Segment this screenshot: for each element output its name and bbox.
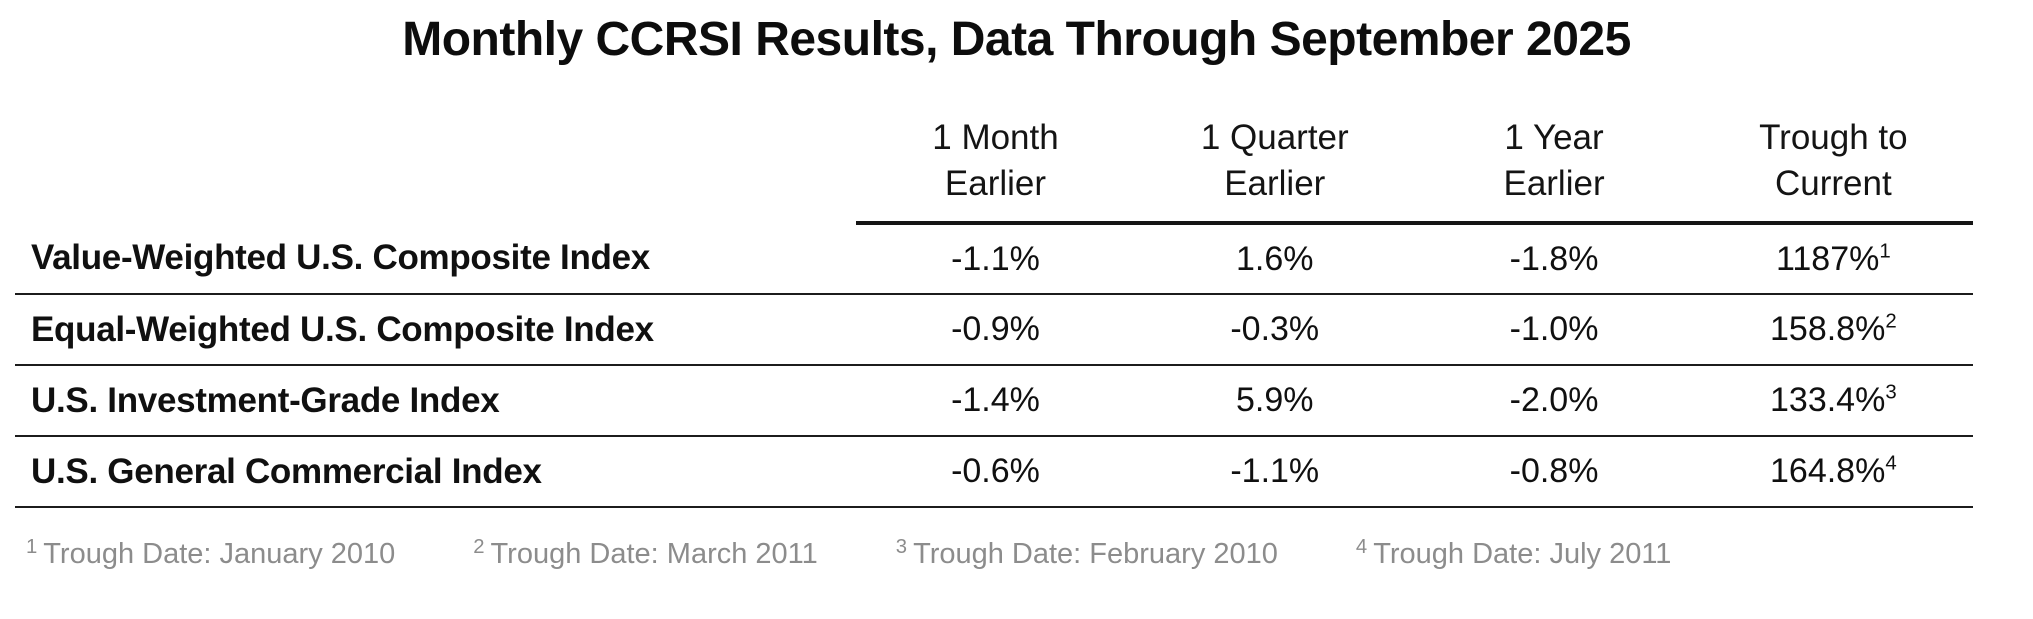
row-label-value-weighted: Value-Weighted U.S. Composite Index — [15, 223, 856, 296]
cell-value: -1.8% — [1414, 223, 1694, 296]
header-1-month-earlier: 1 Month Earlier — [855, 115, 1136, 226]
table-row: Value-Weighted U.S. Composite Index -1.1… — [15, 223, 1973, 296]
table-row: U.S. General Commercial Index -0.6% -1.1… — [15, 436, 1973, 509]
footnote-text: Trough Date: March 2011 — [490, 538, 818, 571]
cell-value: 5.9% — [1135, 365, 1415, 438]
trough-value: 164.8% — [1770, 452, 1886, 491]
header-1-quarter-earlier: 1 Quarter Earlier — [1135, 115, 1415, 226]
ccrsi-results-table: 1 Month Earlier 1 Quarter Earlier 1 Year… — [15, 115, 1973, 509]
footnote-2: 2 Trough Date: March 2011 — [473, 535, 818, 571]
page-title: Monthly CCRSI Results, Data Through Sept… — [402, 13, 1631, 66]
footnote-text: Trough Date: July 2011 — [1373, 538, 1672, 571]
footnote-ref-marker: 1 — [1879, 240, 1891, 263]
footnote-4: 4 Trough Date: July 2011 — [1355, 535, 1672, 571]
footnote-ref: 4 — [1355, 535, 1368, 558]
cell-value: -0.6% — [855, 436, 1136, 509]
cell-value-trough: 164.8%4 — [1693, 436, 1973, 509]
footnote-ref-marker: 2 — [1885, 311, 1897, 334]
header-blank-cell — [15, 115, 856, 223]
table-row: Equal-Weighted U.S. Composite Index -0.9… — [15, 294, 1973, 367]
trough-value: 1187% — [1775, 239, 1880, 278]
row-label-investment-grade: U.S. Investment-Grade Index — [15, 365, 856, 438]
row-label-general-commercial: U.S. General Commercial Index — [15, 436, 856, 509]
cell-value: -1.1% — [855, 223, 1136, 296]
row-label-equal-weighted: Equal-Weighted U.S. Composite Index — [15, 294, 856, 367]
header-1-year-earlier: 1 Year Earlier — [1414, 115, 1694, 226]
table-body: Value-Weighted U.S. Composite Index -1.1… — [15, 223, 1973, 509]
cell-value: -0.9% — [855, 294, 1136, 367]
cell-value: -1.4% — [855, 365, 1136, 438]
cell-value: -0.8% — [1414, 436, 1694, 509]
cell-value: 1.6% — [1135, 223, 1415, 296]
footnote-text: Trough Date: January 2010 — [43, 538, 396, 571]
footnote-ref: 2 — [473, 535, 485, 558]
cell-value-trough: 133.4%3 — [1693, 365, 1973, 438]
cell-value-trough: 1187%1 — [1693, 223, 1973, 296]
cell-value: -1.0% — [1414, 294, 1694, 367]
trough-value: 158.8% — [1770, 310, 1886, 349]
footnote-text: Trough Date: February 2010 — [913, 538, 1278, 571]
footnote-3: 3 Trough Date: February 2010 — [895, 535, 1278, 571]
footnote-ref-marker: 3 — [1885, 382, 1897, 405]
footnote-ref: 3 — [895, 535, 908, 558]
cell-value: -1.1% — [1135, 436, 1415, 509]
header-trough-to-current: Trough to Current — [1693, 115, 1973, 226]
trough-value: 133.4% — [1770, 381, 1886, 420]
footnotes-row: 1 Trough Date: January 2010 2 Trough Date:… — [26, 535, 2033, 571]
header-row: 1 Month Earlier 1 Quarter Earlier 1 Year… — [15, 115, 1973, 226]
table-header: 1 Month Earlier 1 Quarter Earlier 1 Year… — [15, 115, 1973, 226]
table-row: U.S. Investment-Grade Index -1.4% 5.9% -… — [15, 365, 1973, 438]
cell-value: -2.0% — [1414, 365, 1694, 438]
footnote-1: 1 Trough Date: January 2010 — [26, 535, 396, 571]
footnote-ref-marker: 4 — [1885, 453, 1897, 476]
cell-value: -0.3% — [1135, 294, 1415, 367]
footnote-ref: 1 — [26, 535, 38, 558]
cell-value-trough: 158.8%2 — [1693, 294, 1973, 367]
